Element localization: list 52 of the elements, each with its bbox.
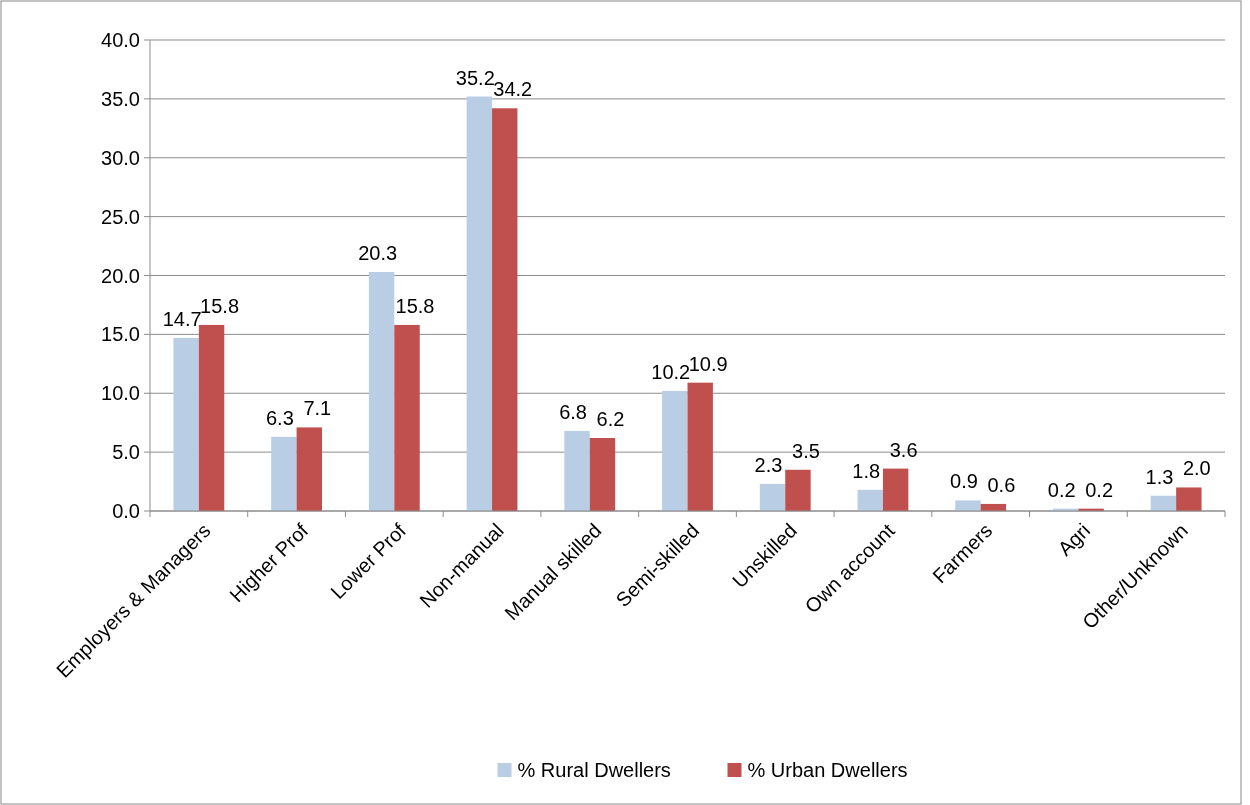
bar xyxy=(492,108,518,511)
data-label: 0.9 xyxy=(950,470,978,493)
data-label: 6.3 xyxy=(265,406,294,429)
bar xyxy=(687,382,713,511)
data-label: 10.9 xyxy=(688,352,728,375)
bar xyxy=(296,427,322,511)
bar xyxy=(271,436,297,511)
data-label: 6.8 xyxy=(559,400,587,423)
data-label: 35.2 xyxy=(455,66,495,89)
data-label: 15.8 xyxy=(200,294,240,317)
y-tick-label: 15.0 xyxy=(101,323,140,346)
data-label: 34.2 xyxy=(493,78,533,101)
y-tick-label: 20.0 xyxy=(101,264,140,287)
legend-label: % Urban Dwellers xyxy=(747,759,908,781)
y-tick-label: 30.0 xyxy=(101,146,140,169)
bar xyxy=(466,96,493,511)
data-label: 6.2 xyxy=(596,407,625,430)
data-label: 0.2 xyxy=(1047,478,1076,501)
bar xyxy=(394,324,420,511)
bar xyxy=(857,489,883,511)
data-label: 0.2 xyxy=(1085,478,1114,501)
bar xyxy=(1150,495,1177,511)
data-label: 1.8 xyxy=(852,459,881,482)
bar xyxy=(955,500,981,511)
data-label: 15.8 xyxy=(395,294,435,317)
bar xyxy=(173,337,199,511)
bar xyxy=(1176,487,1202,511)
bar xyxy=(882,468,909,511)
data-label: 2.0 xyxy=(1182,457,1211,480)
data-label: 3.5 xyxy=(792,439,820,462)
bar xyxy=(785,469,811,511)
y-tick-label: 0.0 xyxy=(112,500,140,522)
data-label: 1.3 xyxy=(1145,465,1174,488)
bar xyxy=(759,483,786,511)
data-label: 0.6 xyxy=(987,473,1016,496)
data-label: 14.7 xyxy=(162,307,202,330)
y-tick-label: 40.0 xyxy=(101,29,140,51)
bar xyxy=(589,438,616,511)
data-label: 20.3 xyxy=(358,241,398,264)
bar xyxy=(564,430,590,511)
bar xyxy=(198,324,225,511)
data-label: 7.1 xyxy=(303,397,332,420)
bar xyxy=(368,271,395,511)
y-tick-label: 5.0 xyxy=(112,441,140,464)
y-tick-label: 35.0 xyxy=(101,87,140,110)
data-label: 2.3 xyxy=(754,453,783,476)
legend-label: % Rural Dwellers xyxy=(517,759,671,781)
data-label: 10.2 xyxy=(651,360,691,383)
data-label: 3.6 xyxy=(889,438,918,461)
y-tick-label: 25.0 xyxy=(101,205,140,228)
y-tick-label: 10.0 xyxy=(101,382,140,405)
bar xyxy=(662,390,688,511)
